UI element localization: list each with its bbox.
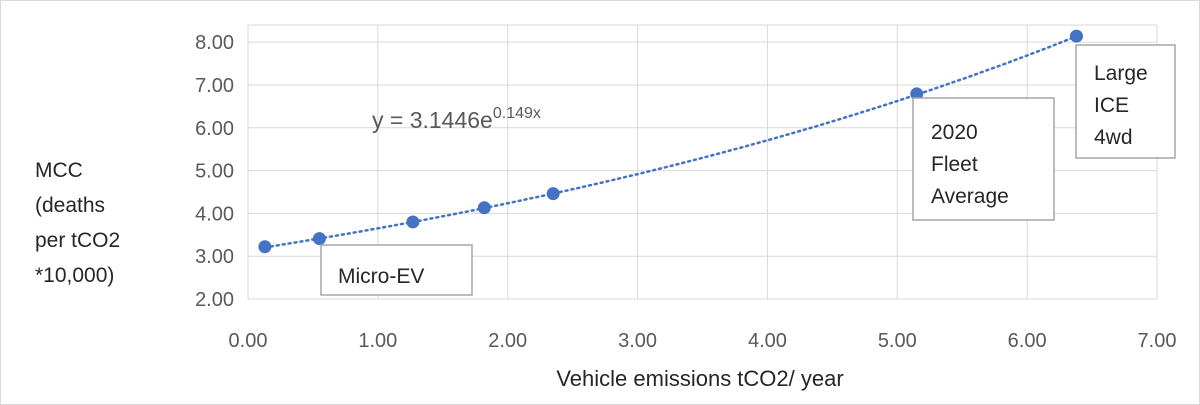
- x-tick-label: 1.00: [358, 330, 397, 352]
- annotation-text: 2020: [931, 121, 978, 144]
- y-tick-label: 3.00: [195, 246, 234, 268]
- annotation-text: ICE: [1094, 94, 1129, 117]
- gridlines: [247, 24, 1158, 300]
- trendline: [263, 35, 1078, 249]
- x-tick-label: 6.00: [1008, 330, 1047, 352]
- annotation-label: Large ICE 4wd: [1075, 44, 1176, 159]
- x-tick-label: 3.00: [618, 330, 657, 352]
- annotation-text: Micro-EV: [338, 265, 424, 288]
- x-tick-label: 2.00: [488, 330, 527, 352]
- annotation-text: Fleet: [931, 153, 978, 176]
- annotation-box: [320, 244, 473, 296]
- data-point: [910, 87, 924, 101]
- trendline-equation: y = 3.1446e0.149x: [372, 105, 541, 133]
- equation-base: y = 3.1446e: [372, 107, 493, 133]
- annotation-box: [1075, 44, 1176, 159]
- y-tick-label: 7.00: [195, 75, 234, 97]
- annotation-text: Average: [931, 185, 1009, 208]
- annotation-boxes: Micro-EV 2020 Fleet Average Large ICE 4wd: [320, 44, 1176, 296]
- x-tick-label: 7.00: [1138, 330, 1177, 352]
- data-point: [546, 187, 560, 201]
- x-tick-label: 4.00: [748, 330, 787, 352]
- y-tick-label: 6.00: [195, 118, 234, 140]
- y-axis-title-line: MCC: [35, 159, 83, 182]
- equation-exponent: 0.149x: [493, 105, 541, 122]
- y-axis-title-line: (deaths: [35, 194, 106, 217]
- data-point: [312, 232, 326, 246]
- data-point: [406, 215, 420, 229]
- y-tick-label: 8.00: [195, 32, 234, 54]
- annotation-text: 4wd: [1094, 126, 1133, 149]
- tick-labels: 0.00 1.00 2.00 3.00 4.00 5.00 6.00 7.00 2.00 3.00…: [195, 32, 1176, 352]
- y-tick-label: 4.00: [195, 203, 234, 225]
- data-point: [1069, 29, 1083, 43]
- annotation-text: Large: [1094, 62, 1148, 85]
- data-point: [477, 201, 491, 215]
- x-axis-title: Vehicle emissions tCO2/ year: [556, 366, 843, 391]
- annotation-label: Micro-EV: [320, 244, 473, 296]
- y-tick-label: 2.00: [195, 289, 234, 311]
- y-tick-label: 5.00: [195, 161, 234, 183]
- x-tick-label: 5.00: [878, 330, 917, 352]
- y-axis-title-line: per tCO2: [35, 229, 121, 252]
- data-points: [258, 29, 1083, 254]
- annotation-label: 2020 Fleet Average: [912, 97, 1055, 221]
- annotation-box: [912, 97, 1055, 221]
- data-point: [258, 240, 272, 254]
- y-axis-title-line: *10,000): [35, 264, 115, 287]
- trendline-layer: [263, 35, 1078, 249]
- x-tick-label: 0.00: [229, 330, 268, 352]
